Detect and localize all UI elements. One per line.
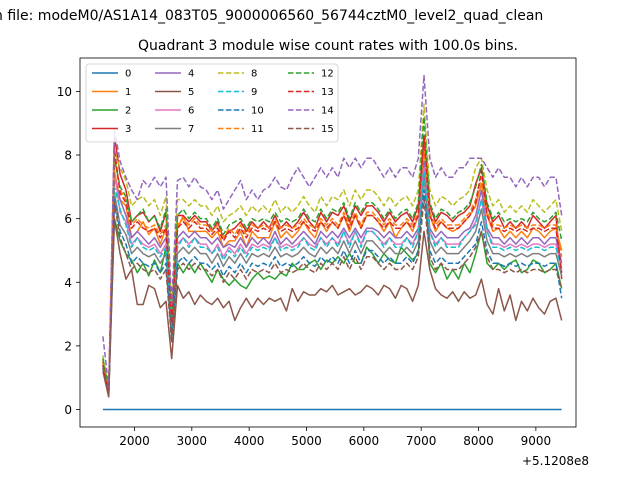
legend-label-3: 3	[125, 124, 131, 135]
series-line-15	[102, 198, 563, 398]
series-line-8	[102, 103, 563, 392]
y-tick-label: 8	[64, 149, 72, 163]
legend-label-9: 9	[251, 87, 257, 98]
series-line-3	[102, 135, 563, 395]
legend-label-8: 8	[251, 69, 257, 80]
legend-label-2: 2	[125, 106, 131, 117]
x-tick-label: 2000	[119, 434, 150, 448]
legend-label-14: 14	[321, 106, 334, 117]
x-axis: 2000 3000 4000 5000 6000 7000 8000 9000	[119, 427, 551, 448]
series-line-5	[102, 217, 563, 398]
legend-label-0: 0	[125, 69, 131, 80]
series-line-7	[102, 176, 563, 395]
y-tick-label: 10	[57, 85, 72, 99]
plot-frame	[79, 57, 577, 428]
series-line-12	[102, 116, 563, 392]
x-tick-label: 4000	[234, 434, 265, 448]
x-tick-label: 9000	[521, 434, 552, 448]
series-line-9	[102, 170, 563, 395]
y-tick-label: 4	[64, 276, 72, 290]
series-line-10	[102, 189, 563, 395]
legend-label-13: 13	[321, 87, 334, 98]
legend-label-12: 12	[321, 69, 334, 80]
legend-label-6: 6	[188, 106, 194, 117]
series-line-4	[102, 160, 563, 392]
legend-label-4: 4	[188, 69, 194, 80]
x-tick-label: 8000	[463, 434, 494, 448]
legend-label-5: 5	[188, 87, 194, 98]
chart-title: Quadrant 3 module wise count rates with …	[138, 38, 518, 54]
x-tick-label: 5000	[291, 434, 322, 448]
legend-label-7: 7	[188, 124, 194, 135]
legend-label-15: 15	[321, 124, 334, 135]
x-tick-label: 6000	[349, 434, 380, 448]
series-layer	[102, 74, 563, 411]
series-line-13	[102, 135, 563, 395]
y-tick-label: 2	[64, 339, 72, 353]
series-line-14	[102, 74, 563, 388]
x-offset-label: +5.1208e8	[522, 454, 589, 468]
suptitle: n file: modeM0/AS1A14_083T05_9000006560_…	[0, 8, 543, 24]
x-tick-label: 7000	[406, 434, 437, 448]
legend-label-11: 11	[251, 124, 264, 135]
legend-frame	[85, 63, 339, 143]
x-tick-label: 3000	[177, 434, 208, 448]
y-axis: 0 2 4 6 8 10	[57, 85, 80, 417]
y-tick-label: 0	[64, 403, 72, 417]
y-tick-label: 6	[64, 212, 72, 226]
legend-label-1: 1	[125, 87, 131, 98]
legend-label-10: 10	[251, 106, 264, 117]
